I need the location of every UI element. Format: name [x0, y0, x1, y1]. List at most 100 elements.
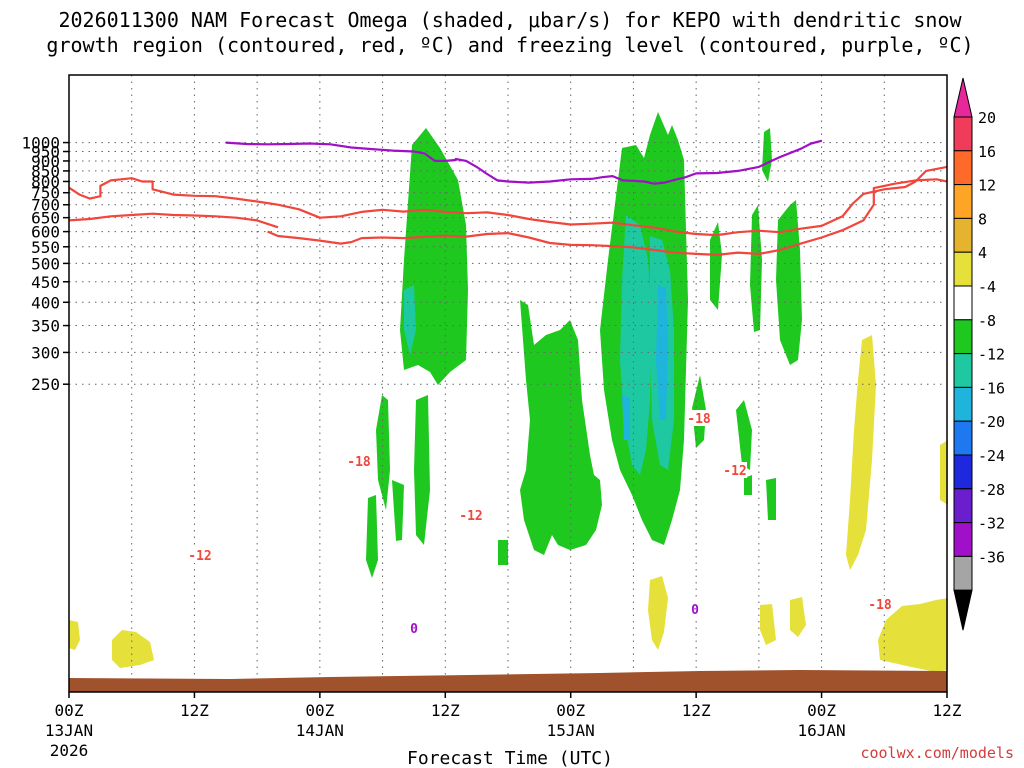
title-line-2: growth region (contoured, red, ºC) and f… [46, 33, 973, 57]
isotherm-minus-18-label-bg-1 [687, 410, 711, 426]
y-tick-label-950: 950 [31, 143, 60, 162]
x-tick-label-24-0: 00Z [305, 701, 334, 720]
isotherm-minus-18-contour [267, 178, 948, 256]
freezing-level-label-0: 0 [410, 622, 418, 637]
omega-colorbar: 20 16 12 8 4 -4 -8 -12 -16 -20 -24 -28 -32 -36 [953, 77, 1005, 631]
colorbar-swatch-8 [953, 386, 973, 422]
isotherm-minus-12-right-contour [68, 212, 279, 229]
freezing-level-label-bg-0 [402, 620, 426, 636]
colorbar-swatch-3 [953, 217, 973, 253]
x-axis-label: Forecast Time (UTC) [407, 748, 613, 768]
freezing-level-contour [225, 139, 822, 185]
colorbar-label-3: 8 [978, 210, 987, 228]
omega-region-21 [846, 335, 876, 570]
colorbar-label-7: -12 [978, 346, 1005, 364]
y-tick-label-250: 250 [31, 375, 60, 394]
colorbar-swatch-12 [953, 522, 973, 557]
y-tick-label-300: 300 [31, 343, 60, 362]
colorbar-label-1: 16 [978, 143, 996, 161]
colorbar-swatch-5 [953, 285, 973, 321]
colorbar-swatch-4 [953, 251, 973, 287]
colorbar-swatch-9 [953, 420, 973, 456]
y-tick-label-500: 500 [31, 254, 60, 273]
y-tick-label-450: 450 [31, 273, 60, 292]
title-line-1: 2026011300 NAM Forecast Omega (shaded, μ… [58, 8, 962, 32]
omega-region-25 [760, 604, 776, 645]
omega-region-24 [648, 576, 668, 650]
omega-region-4 [414, 395, 430, 545]
freezing-level-label-1: 0 [691, 603, 699, 618]
omega-region-14 [766, 478, 776, 520]
y-tick-label-800: 800 [31, 172, 60, 191]
y-tick-label-850: 850 [31, 162, 60, 181]
terrain-layer [69, 670, 947, 692]
omega-region-12 [762, 128, 772, 182]
colorbar-swatch-10 [953, 454, 973, 490]
y-tick-label-550: 550 [31, 238, 60, 257]
omega-region-20 [622, 395, 630, 440]
colorbar-label-8: -16 [978, 379, 1005, 397]
omega-region-28 [69, 620, 80, 650]
colorbar-top-triangle [953, 77, 973, 118]
colorbar-swatch-1 [953, 150, 973, 186]
omega-region-11 [750, 205, 762, 332]
colorbar-label-13: -36 [978, 548, 1005, 566]
colorbar-swatch-0 [953, 116, 973, 152]
isotherm-minus-12-left-label-bg-2 [723, 462, 747, 478]
omega-region-23 [878, 598, 948, 672]
colorbar-label-2: 12 [978, 177, 996, 195]
omega-region-6 [498, 540, 508, 565]
freezing-level-label-bg-1 [683, 601, 707, 617]
y-tick-label-400: 400 [31, 293, 60, 312]
isotherm-minus-12-left-label-bg-1 [459, 507, 483, 523]
terrain-fill [69, 670, 947, 692]
x-tick-label-48-1: 15JAN [547, 721, 595, 740]
colorbar-label-4: 4 [978, 244, 987, 262]
isotherm-minus-18-label-2: -18 [868, 598, 892, 613]
x-tick-label-0-1: 13JAN [45, 721, 93, 740]
x-tick-label-0-0: 00Z [55, 701, 84, 720]
isotherm-minus-18-label-1: -18 [687, 412, 711, 427]
omega-region-5 [520, 300, 602, 555]
omega-region-0 [400, 128, 468, 385]
omega-region-26 [790, 597, 806, 637]
x-tick-label-36-0: 12Z [431, 701, 460, 720]
omega-region-2 [392, 480, 404, 541]
y-tick-label-750: 750 [31, 184, 60, 203]
contours-layer: -18 -18 -18 -12 -12 -12 0 0 [68, 139, 948, 637]
x-tick-label-60-0: 12Z [682, 701, 711, 720]
colorbar-swatch-7 [953, 353, 973, 388]
x-tick-label-24-1: 14JAN [296, 721, 344, 740]
isotherm-minus-12-left-label-2: -12 [723, 464, 746, 479]
omega-region-22 [940, 440, 948, 505]
y-tick-label-600: 600 [31, 223, 60, 242]
credit-label: coolwx.com/models [860, 744, 1014, 762]
isotherm-minus-12-left-label-bg-0 [188, 547, 212, 563]
y-tick-label-700: 700 [31, 196, 60, 215]
omega-region-10 [736, 400, 752, 470]
plot-frame [68, 74, 948, 693]
x-tick-label-72-0: 00Z [807, 701, 836, 720]
y-tick-label-350: 350 [31, 317, 60, 336]
x-tick-label-48-0: 00Z [556, 701, 585, 720]
colorbar-label-0: 20 [978, 109, 996, 127]
x-tick-label-84-0: 12Z [933, 701, 962, 720]
omega-shading-layer [69, 112, 948, 672]
colorbar-label-5: -4 [978, 278, 996, 296]
axes: 250 300 350 4004505005506006507007508008509… [21, 74, 962, 760]
omega-region-9 [710, 222, 722, 310]
colorbar-swatch-6 [953, 319, 973, 355]
y-tick-label-900: 900 [31, 152, 60, 171]
isotherm-minus-12-left-contour [68, 165, 948, 237]
colorbar-label-10: -24 [978, 447, 1005, 465]
omega-region-13 [776, 200, 802, 365]
colorbar-label-11: -28 [978, 481, 1005, 499]
isotherm-minus-12-left-label-0: -12 [188, 549, 211, 564]
colorbar-swatch-2 [953, 184, 973, 219]
x-tick-label-0-2: 2026 [50, 741, 89, 760]
colorbar-label-6: -8 [978, 312, 996, 330]
omega-region-15 [744, 475, 752, 495]
colorbar-swatch-13 [953, 555, 973, 591]
colorbar-swatch-11 [953, 488, 973, 524]
